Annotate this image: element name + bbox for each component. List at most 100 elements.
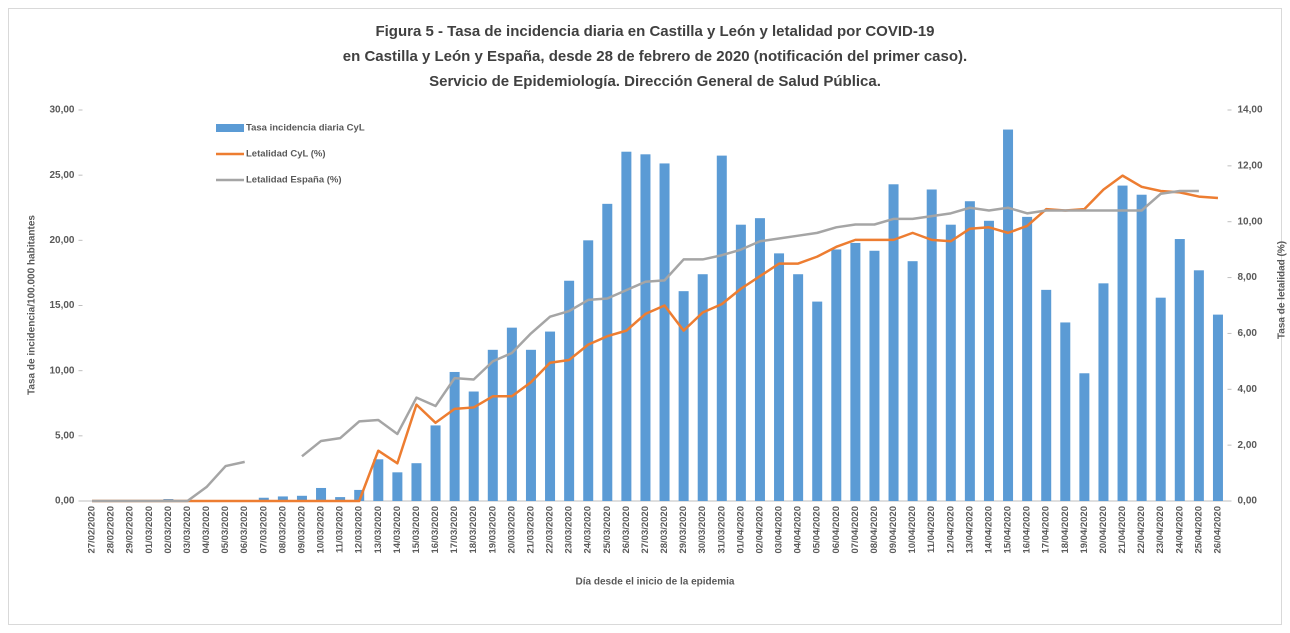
- line: [92, 174, 1219, 503]
- bar: [754, 218, 765, 501]
- x-tick-label: 09/03/2020: [296, 506, 307, 554]
- y-tick-label: 25,00: [49, 170, 74, 181]
- y2-tick-label: 4,00: [1238, 384, 1258, 395]
- bar: [506, 327, 517, 501]
- bar: [812, 301, 823, 501]
- bar: [411, 463, 422, 501]
- legend-label: Letalidad CyL (%): [246, 149, 326, 160]
- x-tick-label: 17/03/2020: [449, 506, 460, 554]
- x-tick-label: 18/03/2020: [468, 506, 479, 554]
- bar: [373, 459, 384, 501]
- y2-tick-label: 6,00: [1238, 328, 1258, 339]
- bar: [1193, 270, 1204, 501]
- legend-label: Letalidad España (%): [246, 175, 342, 186]
- bar: [1212, 314, 1223, 501]
- bar: [1136, 194, 1147, 501]
- bar: [640, 154, 651, 501]
- x-tick-label: 23/03/2020: [564, 506, 575, 554]
- y2-tick-label: 8,00: [1238, 272, 1258, 283]
- x-tick-label: 31/03/2020: [716, 506, 727, 554]
- x-tick-label: 11/04/2020: [926, 506, 937, 553]
- chart-title: Figura 5 - Tasa de incidencia diaria en …: [375, 23, 934, 40]
- bar: [449, 371, 460, 501]
- bar: [258, 497, 269, 501]
- x-tick-label: 19/03/2020: [487, 506, 498, 554]
- x-tick-label: 03/03/2020: [182, 506, 193, 554]
- bar: [392, 472, 403, 501]
- x-tick-label: 01/04/2020: [735, 506, 746, 554]
- x-axis-title: Día desde el inicio de la epidemia: [576, 577, 735, 588]
- bar: [1022, 216, 1033, 501]
- x-tick-label: 16/04/2020: [1022, 506, 1033, 554]
- x-tick-label: 14/04/2020: [983, 506, 994, 554]
- x-tick-label: 28/03/2020: [659, 506, 670, 554]
- x-tick-label: 21/04/2020: [1117, 506, 1128, 554]
- bar: [1003, 129, 1014, 502]
- bar: [1117, 185, 1128, 502]
- bar: [735, 224, 746, 501]
- y2-tick-label: 12,00: [1238, 160, 1263, 171]
- x-tick-label: 26/04/2020: [1212, 506, 1223, 554]
- x-tick-label: 06/04/2020: [831, 506, 842, 554]
- x-tick-label: 19/04/2020: [1079, 506, 1090, 554]
- y-tick-label: 20,00: [49, 235, 74, 246]
- bar: [296, 495, 307, 501]
- bar: [888, 184, 899, 502]
- x-tick-label: 24/03/2020: [583, 506, 594, 554]
- y2-tick-label: 14,00: [1238, 105, 1263, 116]
- y2-tick-label: 10,00: [1238, 216, 1263, 227]
- line: [92, 189, 1199, 503]
- y-tick-label: 15,00: [49, 300, 74, 311]
- bar: [545, 331, 556, 501]
- bar: [468, 391, 479, 501]
- x-tick-label: 16/03/2020: [430, 506, 441, 554]
- bar: [564, 280, 575, 501]
- legend-label: Tasa incidencia diaria CyL: [246, 123, 365, 134]
- x-tick-label: 07/04/2020: [850, 506, 861, 554]
- x-tick-label: 11/03/2020: [335, 506, 346, 553]
- bar: [678, 291, 689, 501]
- x-tick-label: 28/02/2020: [106, 506, 117, 554]
- x-tick-label: 12/03/2020: [354, 506, 365, 554]
- bar: [621, 151, 632, 501]
- chart-title: Servicio de Epidemiología. Dirección Gen…: [429, 73, 881, 90]
- y2-tick-label: 2,00: [1238, 440, 1258, 451]
- x-tick-label: 05/03/2020: [220, 506, 231, 554]
- y-tick-label: 30,00: [49, 105, 74, 116]
- bar: [907, 261, 918, 501]
- x-tick-label: 25/03/2020: [602, 506, 613, 554]
- x-tick-label: 26/03/2020: [621, 506, 632, 554]
- y2-axis-title: Tasa de letalidad (%): [1277, 241, 1288, 339]
- bar: [1041, 289, 1052, 501]
- bar: [335, 497, 346, 501]
- x-tick-label: 13/04/2020: [964, 506, 975, 554]
- bar: [487, 349, 498, 501]
- x-tick-label: 04/03/2020: [201, 506, 212, 554]
- bar: [1174, 239, 1185, 501]
- x-tick-label: 10/04/2020: [907, 506, 918, 554]
- x-tick-label: 29/03/2020: [678, 506, 689, 554]
- bar: [945, 224, 956, 501]
- x-tick-label: 24/04/2020: [1174, 506, 1185, 554]
- bar: [316, 487, 327, 501]
- bar: [926, 189, 937, 501]
- x-tick-label: 12/04/2020: [945, 506, 956, 554]
- y-tick-label: 0,00: [55, 496, 75, 507]
- bar: [354, 489, 365, 501]
- x-tick-label: 25/04/2020: [1193, 506, 1204, 554]
- x-tick-label: 15/04/2020: [1003, 506, 1014, 554]
- x-tick-label: 06/03/2020: [239, 506, 250, 554]
- x-tick-label: 29/02/2020: [125, 506, 136, 554]
- x-tick-label: 22/03/2020: [545, 506, 556, 554]
- bar: [850, 242, 861, 501]
- y-axis-title: Tasa de incidencia/100.000 habitantes: [27, 215, 38, 395]
- x-tick-label: 17/04/2020: [1041, 506, 1052, 554]
- x-tick-label: 03/04/2020: [774, 506, 785, 554]
- x-tick-label: 14/03/2020: [392, 506, 403, 554]
- x-tick-label: 23/04/2020: [1155, 506, 1166, 554]
- chart-title: en Castilla y León y España, desde 28 de…: [343, 48, 967, 65]
- x-tick-label: 22/04/2020: [1136, 506, 1147, 554]
- x-tick-label: 01/03/2020: [144, 506, 155, 554]
- x-tick-label: 15/03/2020: [411, 506, 422, 554]
- bar: [774, 253, 785, 501]
